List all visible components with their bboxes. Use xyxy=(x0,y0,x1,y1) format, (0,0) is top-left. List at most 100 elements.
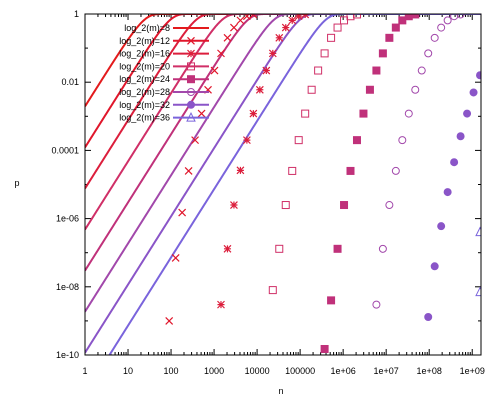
x-axis-label: n xyxy=(278,386,283,396)
data-point xyxy=(217,300,225,309)
data-point xyxy=(262,66,271,75)
data-point xyxy=(242,14,251,21)
data-point xyxy=(463,109,472,118)
x-tick-label: 100 xyxy=(164,366,179,376)
x-tick-label: 1e+07 xyxy=(374,366,399,376)
series-line xyxy=(85,14,481,354)
data-point xyxy=(210,66,219,75)
y-tick-label: 1e-08 xyxy=(56,282,79,292)
data-point xyxy=(223,33,232,42)
data-point xyxy=(230,201,238,209)
y-tick-label: 1e-10 xyxy=(56,350,79,360)
legend-label: log_2(m)=28 xyxy=(119,87,170,97)
data-point xyxy=(359,109,368,118)
data-point xyxy=(236,166,245,175)
data-point xyxy=(333,244,342,253)
data-point xyxy=(469,88,478,97)
legend-label: log_2(m)=16 xyxy=(119,49,170,59)
series-line xyxy=(85,14,481,148)
data-point xyxy=(187,75,195,84)
y-tick-label: 0.01 xyxy=(61,77,79,87)
data-point xyxy=(475,286,481,297)
data-point xyxy=(320,344,329,353)
legend-label: log_2(m)=12 xyxy=(119,36,170,46)
data-point xyxy=(417,66,426,75)
series-line xyxy=(85,14,481,272)
data-point xyxy=(301,109,310,118)
data-point xyxy=(443,16,452,25)
data-point xyxy=(437,23,446,32)
series-line xyxy=(85,14,481,313)
data-point xyxy=(268,49,277,58)
data-point xyxy=(352,136,361,145)
data-point xyxy=(378,244,387,253)
y-tick-label: 1e-06 xyxy=(56,214,79,224)
data-point xyxy=(187,100,195,109)
data-point xyxy=(187,88,195,96)
data-point xyxy=(385,33,394,42)
x-tick-label: 1e+06 xyxy=(331,366,356,376)
x-tick-label: 10000 xyxy=(245,366,270,376)
series-curves xyxy=(85,14,481,355)
data-point xyxy=(476,71,481,80)
legend-label: log_2(m)=36 xyxy=(119,113,170,123)
plot-frame xyxy=(84,13,482,356)
legend: log_2(m)=8 log_2(m)=12 log_2(m)=16 log_2(m)… xyxy=(119,23,209,123)
data-point xyxy=(437,222,446,231)
data-point xyxy=(456,132,465,141)
data-point xyxy=(391,23,400,32)
data-point xyxy=(346,14,355,21)
data-point xyxy=(430,262,439,271)
data-point xyxy=(187,36,195,45)
x-tick-label: 1 xyxy=(82,366,87,376)
legend-label: log_2(m)=24 xyxy=(119,74,170,84)
series-line xyxy=(85,14,481,190)
data-point xyxy=(294,136,303,145)
data-point xyxy=(223,244,232,253)
series-line xyxy=(85,14,481,231)
data-point xyxy=(217,49,225,58)
data-point xyxy=(275,244,284,253)
data-point xyxy=(430,33,439,42)
data-point xyxy=(281,201,290,210)
data-point xyxy=(268,286,277,295)
data-point xyxy=(346,166,355,175)
y-tick-label: 1 xyxy=(74,9,79,19)
data-point xyxy=(391,166,400,175)
data-point xyxy=(475,226,481,237)
data-point xyxy=(424,313,433,322)
data-point xyxy=(340,16,349,25)
data-point xyxy=(314,66,323,75)
data-point xyxy=(424,49,433,58)
data-point xyxy=(450,158,459,167)
data-point xyxy=(230,23,238,32)
data-point xyxy=(191,136,200,145)
data-point xyxy=(398,136,407,145)
x-tick-label: 1e+08 xyxy=(417,366,442,376)
data-point xyxy=(249,109,258,118)
x-tick-label: 1e+09 xyxy=(460,366,485,376)
data-point xyxy=(365,85,374,94)
series-line xyxy=(85,14,481,107)
y-tick-label: 0.0001 xyxy=(51,145,79,155)
data-point xyxy=(184,167,193,175)
data-point xyxy=(294,14,303,20)
data-point xyxy=(178,208,187,217)
data-point xyxy=(236,16,245,25)
data-point xyxy=(385,201,394,210)
data-point xyxy=(372,300,381,309)
data-point xyxy=(288,166,297,175)
data-point xyxy=(288,16,297,25)
data-point xyxy=(275,33,284,42)
data-point xyxy=(327,296,336,305)
data-point xyxy=(281,23,290,32)
legend-label: log_2(m)=32 xyxy=(119,100,170,110)
data-point xyxy=(307,85,316,94)
legend-label: log_2(m)=20 xyxy=(119,61,170,71)
data-point xyxy=(320,49,329,58)
data-point xyxy=(187,49,195,58)
data-point xyxy=(333,23,342,32)
data-point xyxy=(340,201,349,210)
